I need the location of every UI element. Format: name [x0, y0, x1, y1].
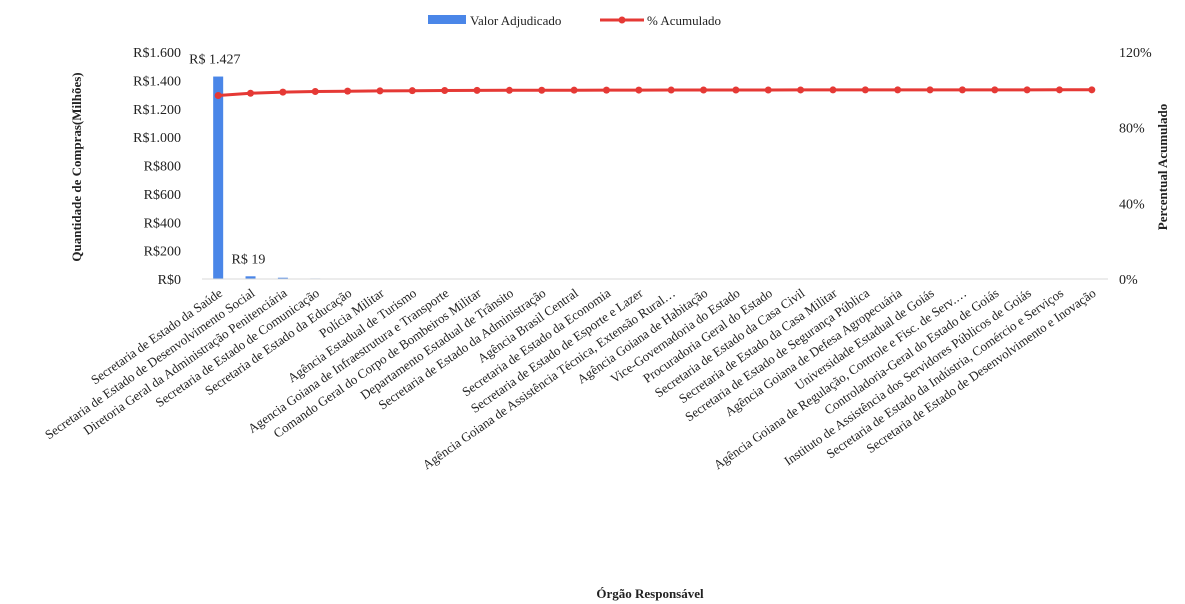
acumulado-point: [538, 86, 546, 94]
acumulado-point: [1055, 86, 1063, 94]
y2-tick-label: 120%: [1119, 46, 1152, 61]
acumulado-point: [247, 89, 255, 97]
acumulado-point: [1088, 86, 1096, 94]
acumulado-point: [667, 86, 675, 94]
acumulado-point: [505, 86, 513, 94]
category-labels: Secretaria de Estado da SaúdeSecretaria …: [42, 285, 1099, 473]
y-tick-label: R$1.600: [133, 46, 181, 61]
legend-label-valor-adjudicado: Valor Adjudicado: [470, 13, 561, 28]
acumulado-point: [797, 86, 805, 94]
y-tick-label: R$1.000: [133, 131, 181, 146]
acumulado-point: [991, 86, 999, 94]
y-tick-label: R$0: [158, 273, 181, 288]
y-tick-label: R$400: [144, 216, 181, 231]
y2-axis-ticks: 0% 40% 80% 120%: [1119, 46, 1152, 288]
y2-tick-label: 0%: [1119, 273, 1138, 288]
bar: [213, 76, 224, 279]
acumulado-point: [635, 86, 643, 94]
x-axis-title: Órgão Responsável: [596, 586, 704, 601]
y-axis-ticks: R$0 R$200 R$400 R$600 R$800 R$1.000 R$1.200 R$1…: [133, 46, 181, 288]
acumulado-series-line: [218, 88, 1092, 97]
line-acumulado: [214, 86, 1096, 100]
bar-data-label: R$ 19: [232, 252, 266, 267]
y-tick-label: R$1.400: [133, 74, 181, 89]
acumulado-point: [344, 87, 352, 95]
acumulado-point: [732, 86, 740, 94]
data-labels: R$ 1.427 R$ 19: [189, 53, 265, 268]
acumulado-point: [1023, 86, 1031, 94]
acumulado-point: [700, 86, 708, 94]
acumulado-point: [311, 88, 319, 96]
acumulado-point: [214, 92, 222, 100]
acumulado-point: [764, 86, 772, 94]
y2-tick-label: 80%: [1119, 122, 1145, 137]
bars-valor-adjudicado: [213, 76, 1097, 279]
y-tick-label: R$600: [144, 188, 181, 203]
acumulado-point: [473, 86, 481, 94]
y2-tick-label: 40%: [1119, 197, 1145, 212]
acumulado-point: [441, 87, 449, 95]
y-tick-label: R$200: [144, 245, 181, 260]
y-axis-title: Quantidade de Compras(Milhões): [69, 72, 84, 261]
acumulado-point: [570, 86, 578, 94]
acumulado-point: [958, 86, 966, 94]
bar: [245, 276, 256, 279]
acumulado-point: [602, 86, 610, 94]
y-tick-label: R$1.200: [133, 103, 181, 118]
y-tick-label: R$800: [144, 160, 181, 175]
legend-marker-acumulado: [618, 16, 626, 24]
acumulado-point: [279, 88, 287, 96]
bar-data-label: R$ 1.427: [189, 53, 240, 68]
acumulado-point: [926, 86, 934, 94]
legend-swatch-valor-adjudicado: [428, 15, 466, 24]
acumulado-point: [829, 86, 837, 94]
legend-label-acumulado: % Acumulado: [647, 13, 721, 28]
legend: Valor Adjudicado % Acumulado: [428, 13, 721, 28]
acumulado-point: [894, 86, 902, 94]
acumulado-point: [408, 87, 416, 95]
acumulado-point: [861, 86, 869, 94]
acumulado-point: [376, 87, 384, 95]
y2-axis-title: Percentual Acumulado: [1155, 104, 1170, 231]
bar: [277, 277, 288, 279]
